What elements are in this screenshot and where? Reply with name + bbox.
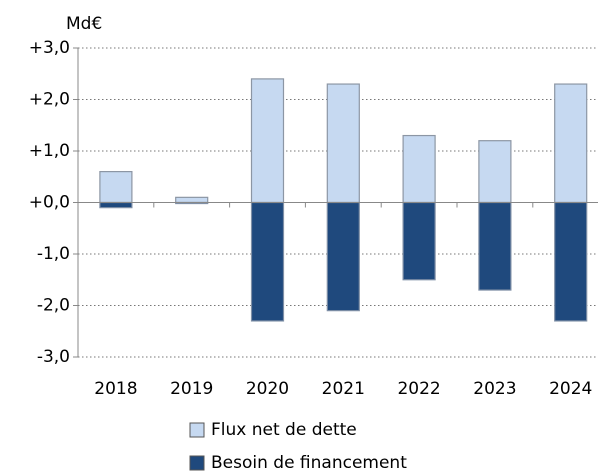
x-tick-label: 2018 [94,379,137,399]
x-tick-label: 2024 [549,379,592,399]
x-tick-label: 2023 [473,379,516,399]
bar [402,134,436,204]
bar [175,196,209,204]
y-unit-label: Md€ [66,14,102,34]
y-tick-label: +2,0 [29,90,70,110]
legend-label: Flux net de dette [211,420,357,440]
bar [326,201,360,312]
legend-label: Besoin de financement [211,453,407,473]
bar [554,201,588,322]
bar [554,83,588,204]
y-tick-label: -1,0 [37,244,70,264]
x-tick-label: 2019 [170,379,213,399]
y-tick-label: +1,0 [29,141,70,161]
bar [250,78,285,204]
bar [250,201,285,322]
y-tick-label: +0,0 [29,193,70,213]
bar [478,201,512,291]
bar [478,140,512,204]
legend-swatch [189,455,205,471]
bar [99,201,133,209]
bar [402,201,436,281]
legend-swatch [189,422,205,438]
x-tick-label: 2020 [246,379,289,399]
bar [326,83,360,204]
y-tick-label: +3,0 [29,38,70,58]
y-tick-label: -3,0 [37,347,70,367]
x-tick-label: 2022 [397,379,440,399]
x-tick-label: 2021 [322,379,365,399]
y-tick-label: -2,0 [37,296,70,316]
bar [99,171,133,204]
